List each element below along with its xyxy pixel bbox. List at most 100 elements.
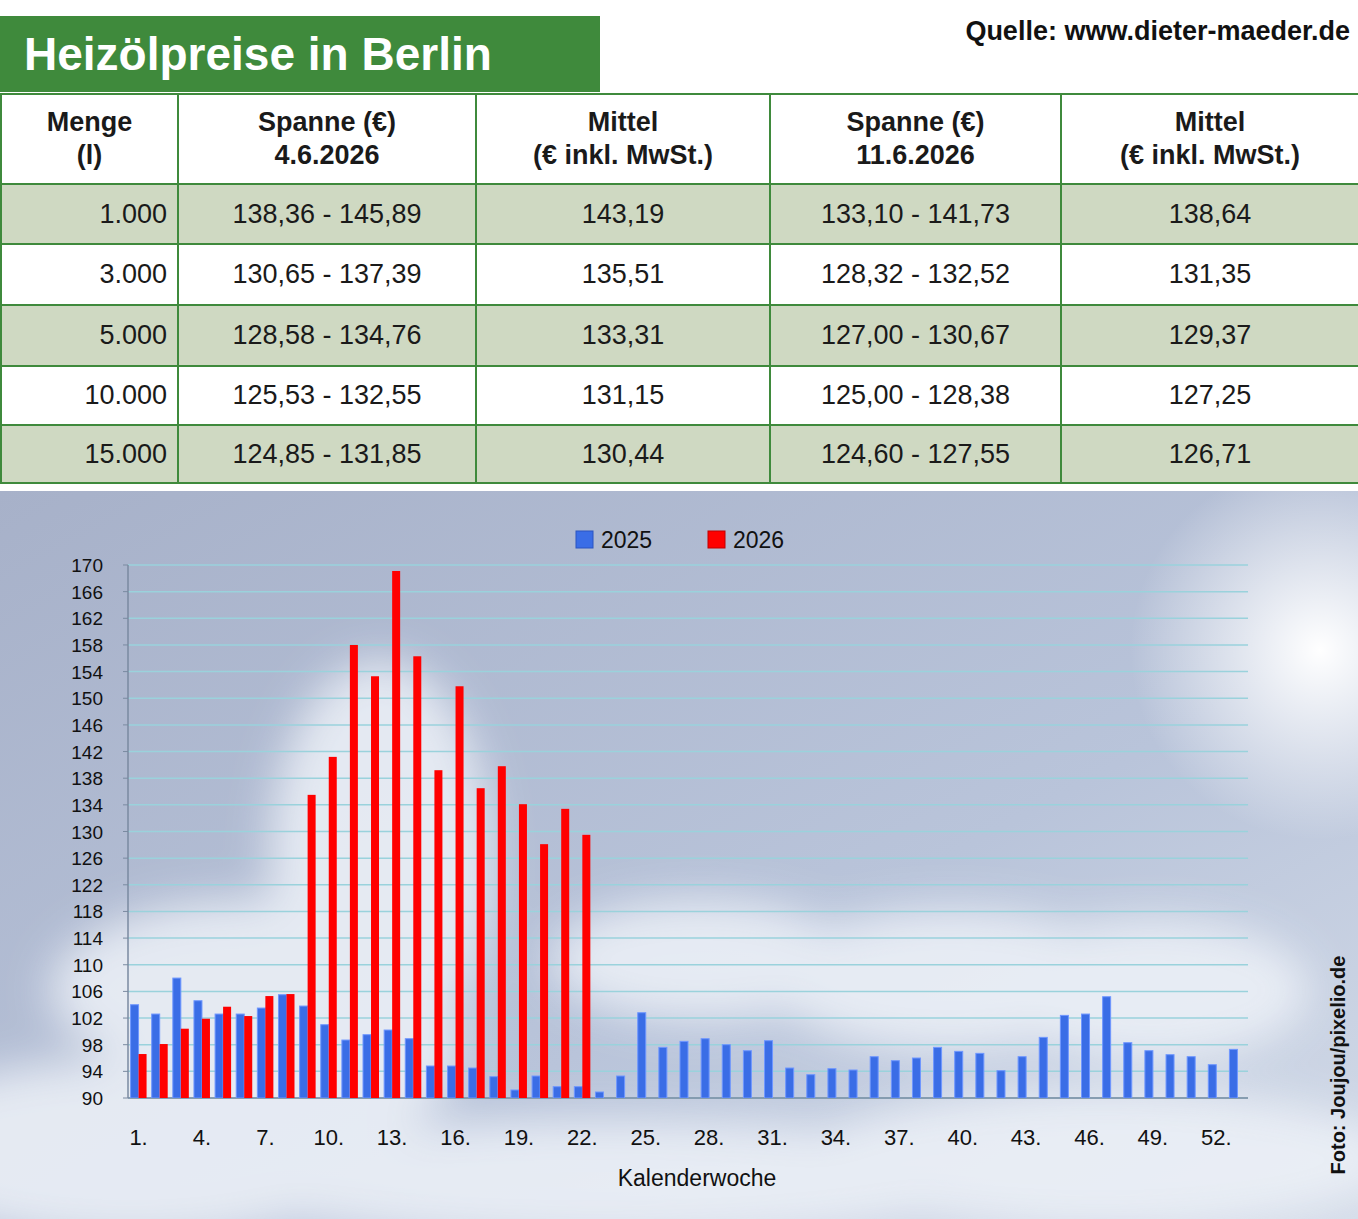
bar: [181, 1029, 189, 1098]
bar: [574, 1087, 582, 1098]
header-cell: Mittel(€ inkl. MwSt.): [476, 94, 770, 184]
bar: [152, 1014, 160, 1098]
x-tick-label: 7.: [256, 1125, 274, 1150]
table-cell: 130,44: [476, 425, 770, 483]
legend-label: 2025: [601, 527, 652, 553]
bar: [300, 1006, 308, 1098]
table-cell: 138,64: [1061, 184, 1358, 244]
bar: [1124, 1043, 1132, 1098]
table-row: 5.000128,58 - 134,76133,31127,00 - 130,6…: [1, 305, 1358, 366]
bar: [1060, 1015, 1068, 1098]
y-tick-label: 118: [73, 901, 103, 922]
bar: [215, 1014, 223, 1098]
header-cell: Mittel(€ inkl. MwSt.): [1061, 94, 1358, 184]
y-tick-label: 150: [71, 688, 103, 709]
grid-line: [128, 1017, 1248, 1019]
bar: [1082, 1014, 1090, 1098]
bar: [891, 1061, 899, 1098]
header-line: Mittel: [487, 106, 759, 139]
cloud: [990, 920, 1310, 1060]
grid-line: [128, 644, 1248, 646]
x-tick-label: 1.: [129, 1125, 147, 1150]
bar: [308, 795, 316, 1098]
bar: [765, 1041, 773, 1098]
bar: [321, 1025, 329, 1098]
y-tick-label: 90: [82, 1088, 103, 1109]
bar: [413, 656, 421, 1098]
bar: [701, 1039, 709, 1098]
x-tick-label: 22.: [567, 1125, 598, 1150]
bar: [1166, 1055, 1174, 1098]
bar: [434, 770, 442, 1098]
table-cell: 131,35: [1061, 244, 1358, 305]
bar: [1145, 1051, 1153, 1098]
y-tick-label: 134: [71, 795, 103, 816]
header-line: Menge: [12, 106, 167, 139]
y-tick-label: 102: [71, 1008, 103, 1029]
bar: [870, 1057, 878, 1098]
bar: [532, 1076, 540, 1098]
bar: [511, 1090, 519, 1098]
bar: [131, 1005, 139, 1098]
bars: [131, 571, 1238, 1098]
x-tick-label: 19.: [504, 1125, 535, 1150]
bar: [469, 1068, 477, 1098]
bar: [350, 645, 358, 1098]
bar: [194, 1001, 202, 1098]
bar: [236, 1014, 244, 1098]
x-tick-label: 13.: [377, 1125, 408, 1150]
header-line: Mittel: [1072, 106, 1348, 139]
bar: [1103, 997, 1111, 1098]
x-tick-label: 4.: [193, 1125, 211, 1150]
bar: [561, 809, 569, 1098]
bar: [659, 1047, 667, 1098]
sun: [1130, 491, 1358, 840]
table-cell: 124,60 - 127,55: [770, 425, 1061, 483]
table-cell: 133,10 - 141,73: [770, 184, 1061, 244]
table-cell: 126,71: [1061, 425, 1358, 483]
bar: [257, 1008, 265, 1098]
bar: [807, 1075, 815, 1098]
bar: [278, 995, 286, 1098]
bar: [363, 1035, 371, 1098]
grid-line: [128, 751, 1248, 753]
x-tick-label: 34.: [821, 1125, 852, 1150]
grid-line: [128, 618, 1248, 620]
bar: [456, 686, 464, 1098]
table-cell: 129,37: [1061, 305, 1358, 366]
y-tick-label: 158: [71, 635, 103, 656]
bar: [934, 1047, 942, 1098]
bar: [244, 1016, 252, 1098]
grid-line: [128, 777, 1248, 779]
header-line: 11.6.2026: [781, 139, 1050, 172]
table-cell: 1.000: [1, 184, 178, 244]
x-tick-label: 28.: [694, 1125, 725, 1150]
table-cell: 5.000: [1, 305, 178, 366]
legend-label: 2026: [733, 527, 784, 553]
header-cell: Spanne (€)11.6.2026: [770, 94, 1061, 184]
price-table: Menge(l)Spanne (€)4.6.2026Mittel(€ inkl.…: [0, 93, 1358, 484]
grid-line: [128, 591, 1248, 593]
grid-line: [128, 857, 1248, 859]
bar: [743, 1051, 751, 1098]
bar: [1018, 1057, 1026, 1098]
table-cell: 127,00 - 130,67: [770, 305, 1061, 366]
bar: [392, 571, 400, 1098]
bar: [722, 1045, 730, 1098]
y-tick-label: 154: [71, 662, 103, 683]
title: Heizölpreise in Berlin: [24, 26, 492, 82]
bar: [384, 1030, 392, 1098]
bar: [912, 1058, 920, 1098]
bar: [405, 1039, 413, 1098]
legend-swatch: [708, 531, 725, 548]
table-cell: 131,15: [476, 366, 770, 425]
legend-swatch: [576, 531, 593, 548]
grid-line: [128, 964, 1248, 966]
table-row: 1.000138,36 - 145,89143,19133,10 - 141,7…: [1, 184, 1358, 244]
table-cell: 128,58 - 134,76: [178, 305, 476, 366]
table-cell: 3.000: [1, 244, 178, 305]
bar: [371, 676, 379, 1098]
bar: [448, 1066, 456, 1098]
source: Quelle: www.dieter-maeder.de: [965, 16, 1350, 47]
grid-line: [128, 911, 1248, 913]
